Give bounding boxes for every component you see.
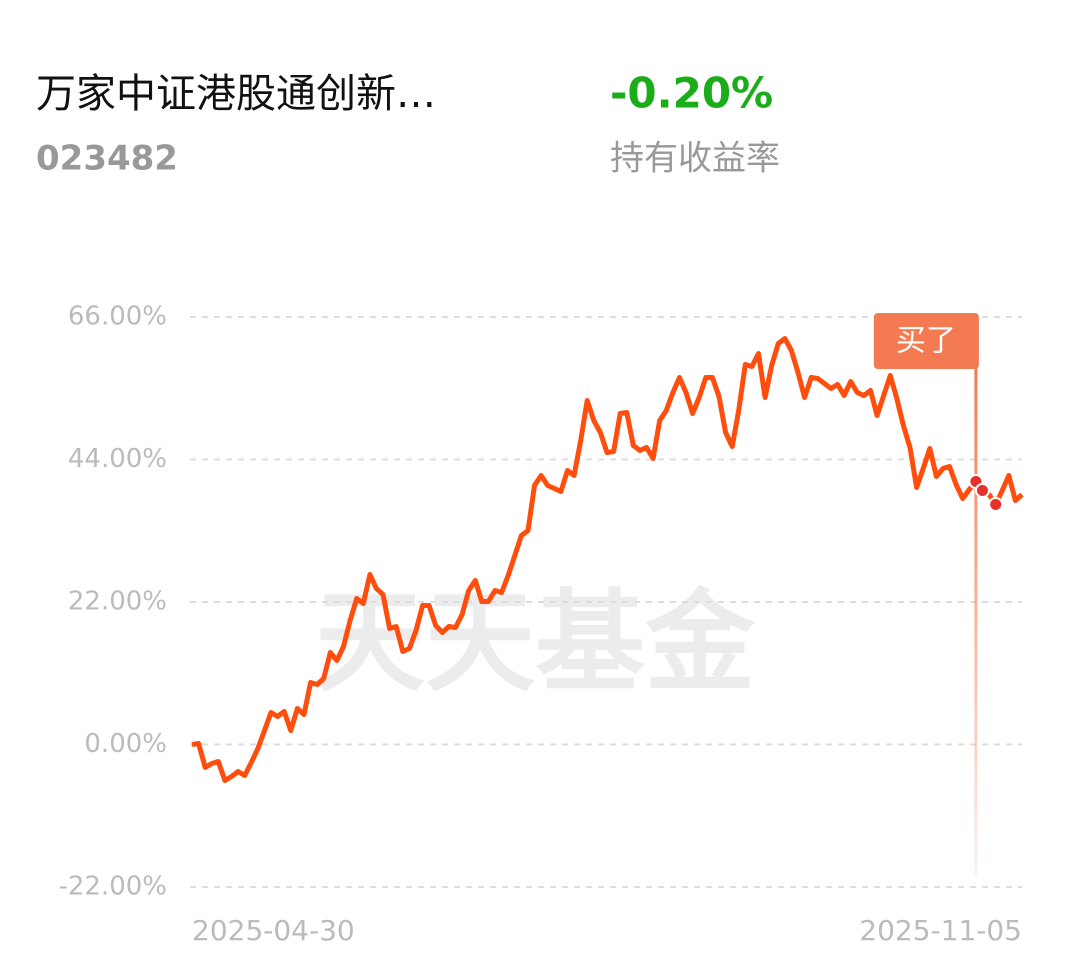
y-tick-label: 0.00%: [84, 729, 167, 759]
buy-marker: [974, 482, 990, 498]
buy-marker: [988, 497, 1004, 513]
x-tick-label: 2025-11-05: [859, 914, 1022, 947]
return-label: 持有收益率: [610, 139, 780, 179]
buy-badge: [873, 313, 979, 369]
y-tick-label: -22.00%: [58, 872, 167, 902]
buy-line: [974, 368, 978, 877]
buy-label: 买了: [896, 324, 956, 359]
return-value: -0.20%: [610, 69, 773, 118]
y-tick-label: 22.00%: [68, 587, 167, 617]
fund-code: 023482: [36, 139, 178, 179]
x-tick-label: 2025-04-30: [192, 914, 355, 947]
watermark: 天天基金: [315, 578, 756, 706]
fund-name: 万家中证港股通创新…: [36, 71, 436, 117]
line: [191, 336, 1024, 783]
y-tick-label: 44.00%: [68, 444, 167, 474]
y-tick-label: 66.00%: [68, 302, 167, 332]
